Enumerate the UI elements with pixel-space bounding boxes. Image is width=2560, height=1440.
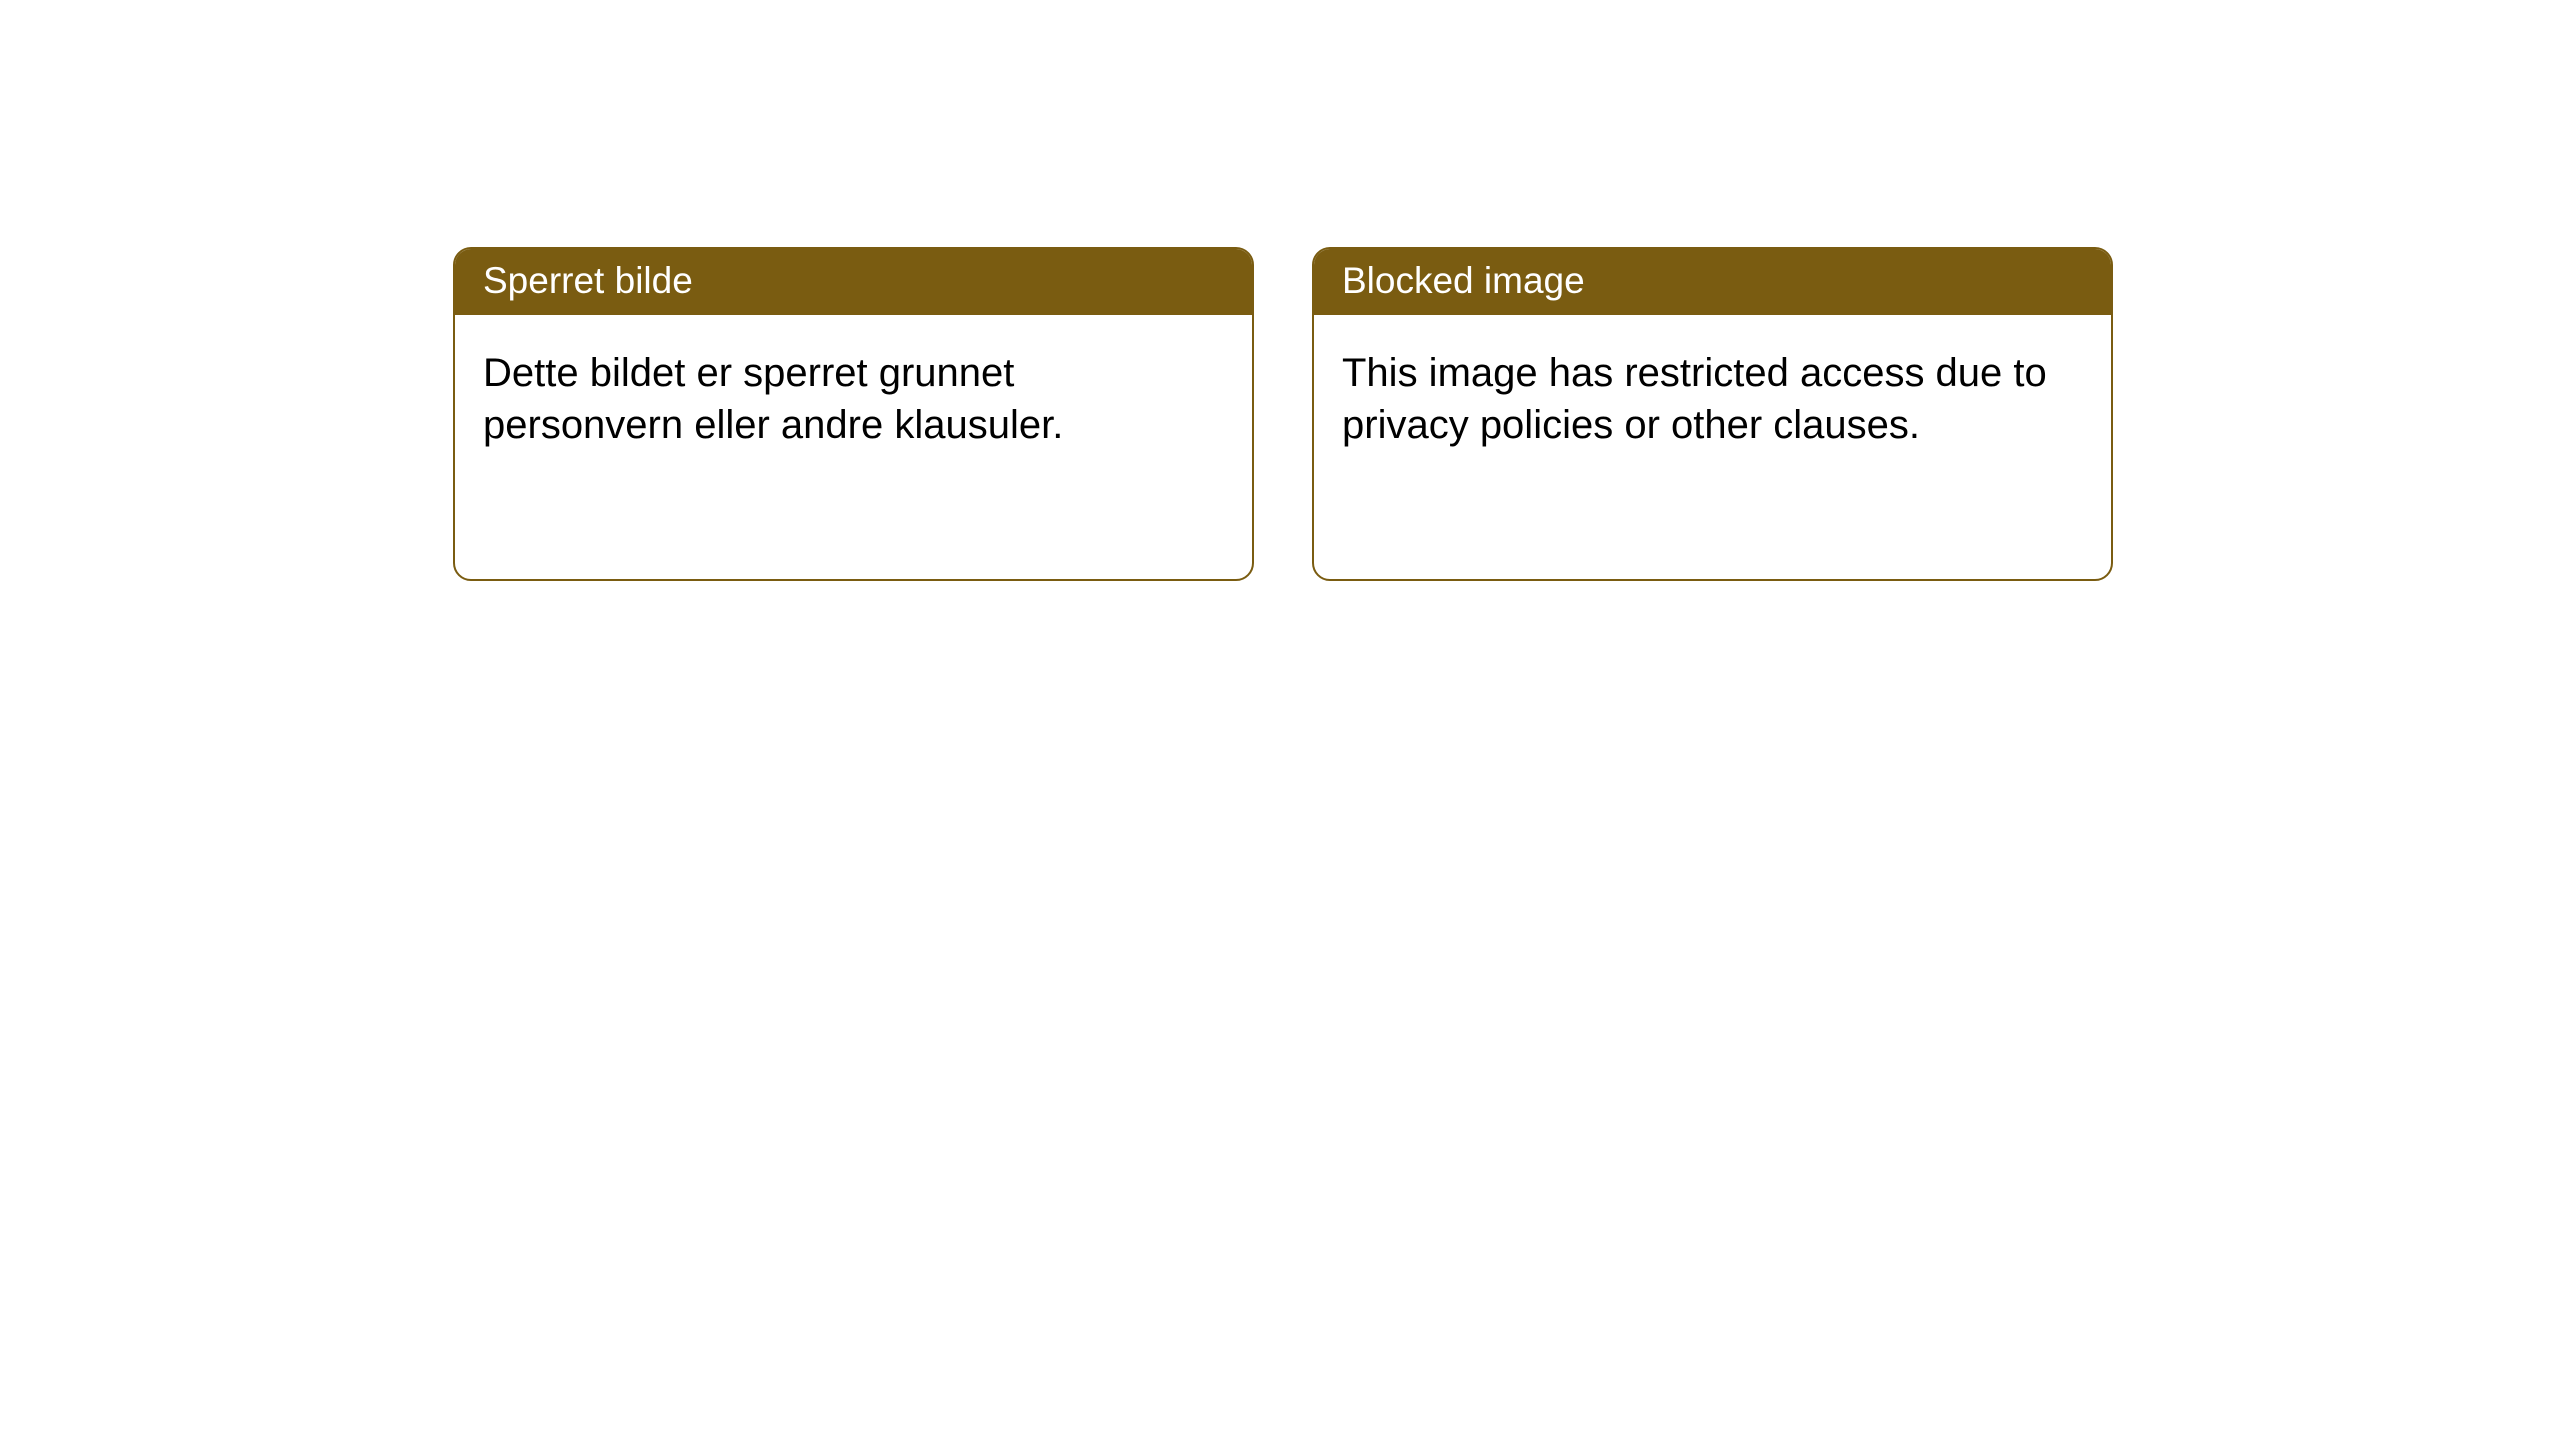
card-body: Dette bildet er sperret grunnet personve… [455, 315, 1252, 483]
notice-card-norwegian: Sperret bilde Dette bildet er sperret gr… [453, 247, 1254, 581]
notice-card-english: Blocked image This image has restricted … [1312, 247, 2113, 581]
notice-container: Sperret bilde Dette bildet er sperret gr… [453, 247, 2113, 581]
card-title: Blocked image [1314, 249, 2111, 315]
card-title: Sperret bilde [455, 249, 1252, 315]
card-body: This image has restricted access due to … [1314, 315, 2111, 483]
